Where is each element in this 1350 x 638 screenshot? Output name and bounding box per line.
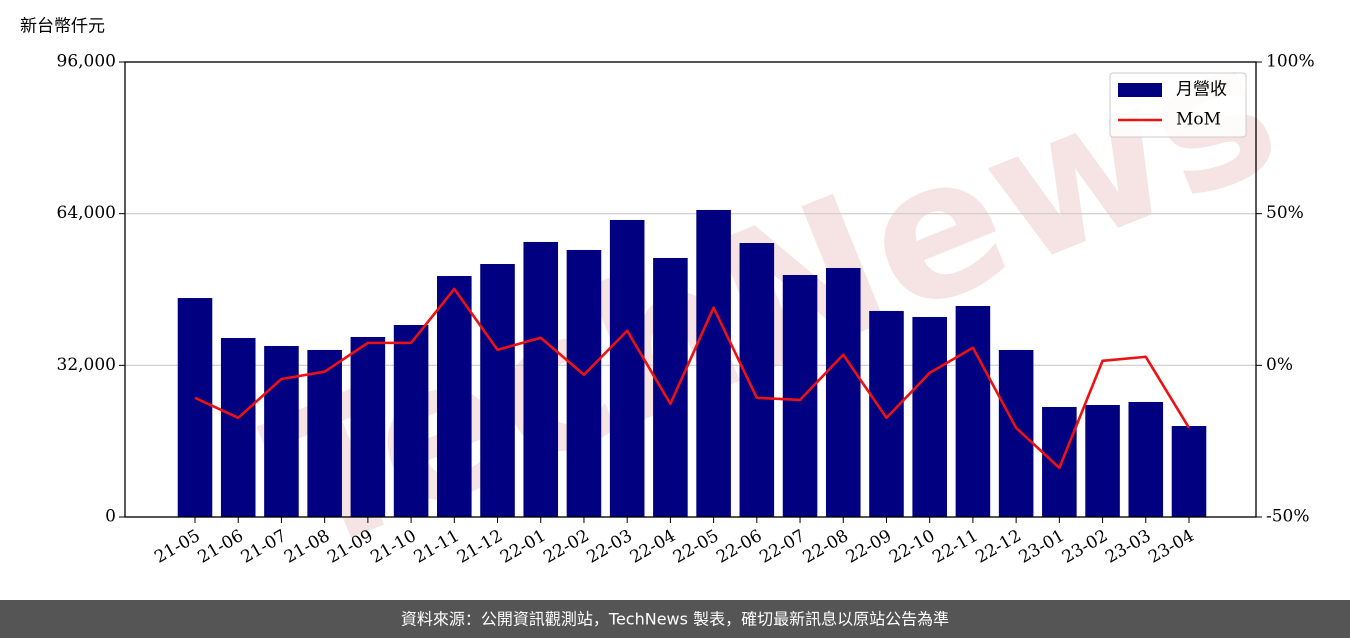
- bar: [264, 345, 299, 517]
- x-tick-label: 22-08: [800, 526, 852, 568]
- y2-tick-label: 100%: [1266, 52, 1315, 72]
- legend-label: MoM: [1176, 110, 1221, 130]
- bar: [739, 243, 775, 517]
- x-tick-label: 21-05: [151, 526, 203, 568]
- x-tick-label: 22-10: [886, 526, 938, 568]
- bar: [825, 267, 861, 517]
- bar: [653, 257, 688, 517]
- x-tick-label: 22-06: [713, 526, 765, 568]
- footer: 資料來源：公開資訊觀測站，TechNews 製表，確切最新訊息以原站公告為準: [401, 610, 949, 629]
- x-tick-label: 22-05: [670, 526, 722, 568]
- x-tick-label: 22-12: [972, 526, 1024, 568]
- line: [194, 287, 1191, 470]
- x-tick-label: 22-02: [540, 526, 592, 568]
- y2-tick-label: -50%: [1266, 507, 1310, 527]
- bar: [955, 305, 991, 517]
- x-tick-label: 22-11: [929, 526, 981, 568]
- legend-swatch: [1118, 83, 1162, 97]
- bar: [696, 209, 731, 517]
- y-tick-label: 32,000: [57, 355, 116, 375]
- footer-bar: [0, 600, 1350, 638]
- bar: [393, 324, 429, 517]
- y-tick-label: 0: [105, 507, 116, 527]
- x-tick-label: 23-01: [1016, 526, 1068, 568]
- x-tick-label: 23-04: [1145, 526, 1197, 568]
- bar: [1085, 405, 1120, 517]
- bar: [566, 249, 602, 518]
- bar: [1128, 401, 1164, 517]
- x-tick-label: 21-06: [195, 526, 247, 568]
- bar: [998, 349, 1034, 517]
- bar: [869, 310, 904, 517]
- bar: [1042, 406, 1077, 517]
- x-tick-label: 23-03: [1102, 526, 1154, 568]
- y2-tick-label: 50%: [1266, 203, 1304, 223]
- bar: [220, 337, 256, 517]
- bar: [350, 336, 386, 517]
- x-tick-label: 22-07: [756, 526, 808, 568]
- plot-frame: [124, 61, 1257, 518]
- bar: [523, 241, 559, 517]
- bar: [177, 298, 213, 517]
- bar: [437, 275, 472, 517]
- legend-label: 月營收: [1176, 80, 1227, 100]
- x-tick-label: 22-03: [583, 526, 635, 568]
- x-tick-label: 22-04: [627, 526, 679, 568]
- y-axis-label: 新台幣仟元: [20, 17, 105, 37]
- bar: [609, 219, 645, 517]
- bar: [1171, 426, 1207, 517]
- bar: [480, 264, 515, 517]
- x-tick-label: 21-07: [238, 526, 290, 568]
- bar: [912, 316, 947, 517]
- x-tick-label: 22-09: [843, 526, 895, 568]
- y-tick-label: 64,000: [57, 203, 116, 223]
- bar: [782, 274, 818, 517]
- y-tick-label: 96,000: [57, 52, 116, 72]
- x-tick-label: 23-02: [1059, 526, 1111, 568]
- bar: [307, 349, 342, 517]
- x-tick-label: 22-01: [497, 526, 549, 568]
- y2-tick-label: 0%: [1266, 355, 1293, 375]
